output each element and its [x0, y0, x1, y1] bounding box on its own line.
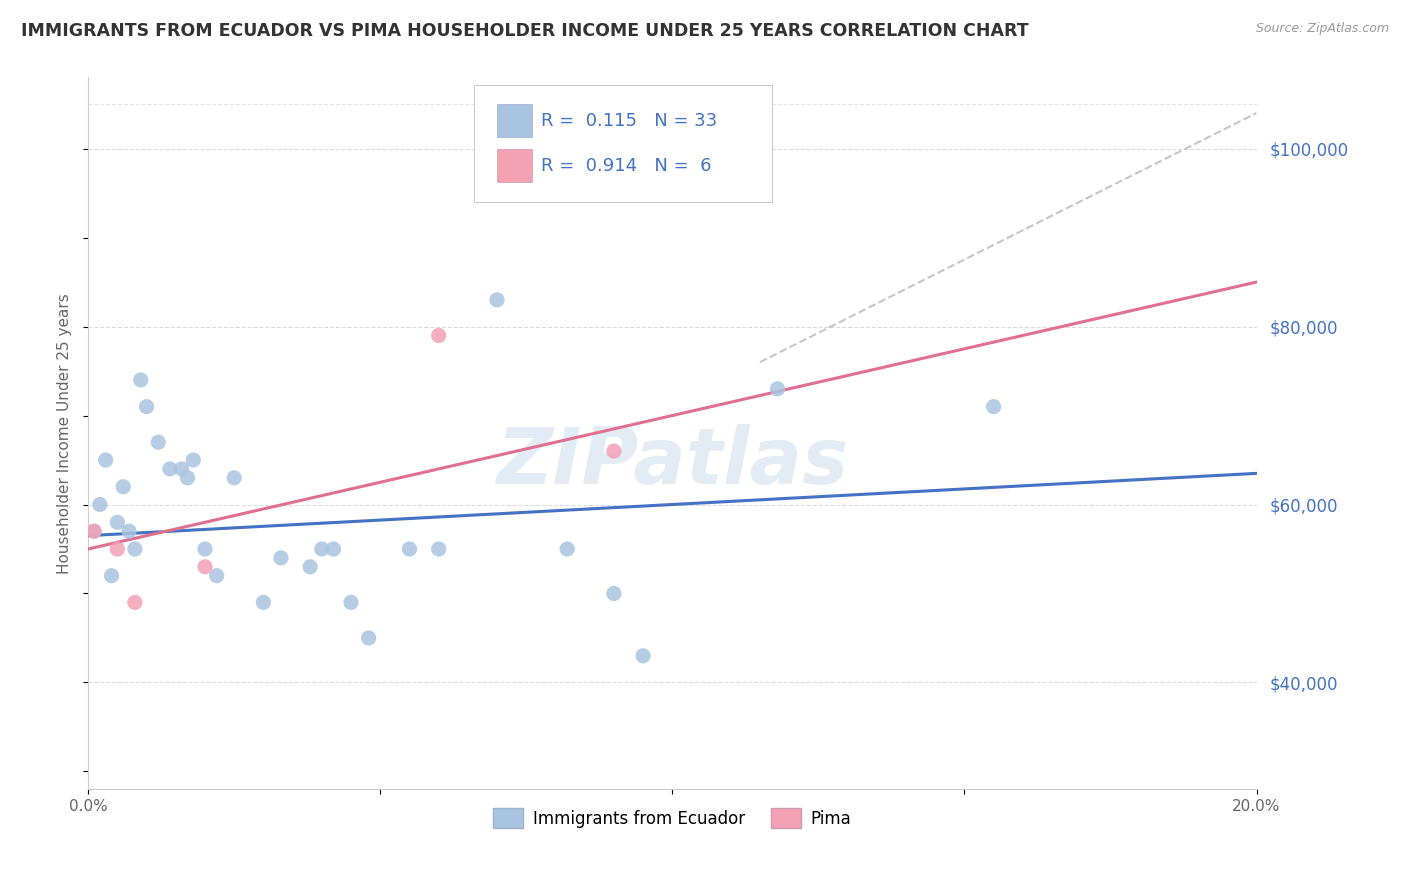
Point: [252, 595, 274, 609]
Point: [83, 524, 105, 539]
Point: [555, 541, 578, 556]
Point: [124, 541, 146, 556]
Point: [340, 595, 363, 609]
Point: [224, 471, 246, 485]
Point: [631, 648, 654, 663]
Point: [170, 462, 193, 476]
Point: [105, 541, 128, 556]
Legend: Immigrants from Ecuador, Pima: Immigrants from Ecuador, Pima: [486, 802, 858, 834]
Point: [118, 524, 141, 539]
Point: [100, 568, 122, 582]
Point: [299, 559, 322, 574]
Point: [357, 631, 380, 645]
Point: [311, 541, 333, 556]
Y-axis label: Householder Income Under 25 years: Householder Income Under 25 years: [58, 293, 72, 574]
Point: [322, 541, 344, 556]
Point: [205, 568, 228, 582]
Point: [194, 559, 217, 574]
FancyBboxPatch shape: [498, 150, 531, 183]
Point: [766, 382, 789, 396]
Text: IMMIGRANTS FROM ECUADOR VS PIMA HOUSEHOLDER INCOME UNDER 25 YEARS CORRELATION CH: IMMIGRANTS FROM ECUADOR VS PIMA HOUSEHOL…: [21, 22, 1029, 40]
Point: [129, 373, 152, 387]
Point: [603, 444, 626, 458]
Point: [148, 435, 170, 450]
Point: [427, 328, 450, 343]
FancyBboxPatch shape: [474, 85, 772, 202]
Text: ZIPatlas: ZIPatlas: [496, 424, 848, 500]
Point: [135, 400, 157, 414]
Point: [427, 541, 450, 556]
Point: [486, 293, 509, 307]
Point: [176, 471, 198, 485]
Point: [603, 586, 626, 600]
Text: R =  0.914   N =  6: R = 0.914 N = 6: [541, 157, 711, 175]
Point: [83, 524, 105, 539]
FancyBboxPatch shape: [498, 104, 531, 137]
Point: [124, 595, 146, 609]
Point: [89, 498, 111, 512]
Text: Source: ZipAtlas.com: Source: ZipAtlas.com: [1256, 22, 1389, 36]
Point: [983, 400, 1005, 414]
Point: [112, 480, 135, 494]
Point: [270, 550, 292, 565]
Point: [105, 516, 128, 530]
Point: [159, 462, 181, 476]
Point: [94, 453, 117, 467]
Point: [194, 541, 217, 556]
Text: R =  0.115   N = 33: R = 0.115 N = 33: [541, 112, 717, 129]
Point: [398, 541, 420, 556]
Point: [181, 453, 204, 467]
